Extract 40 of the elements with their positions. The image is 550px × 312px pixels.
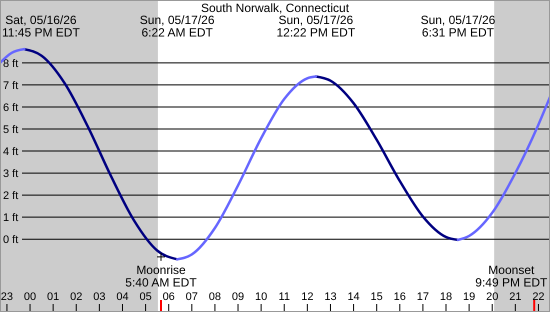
y-tick-label: 1 ft [3, 212, 18, 224]
y-tick-label: 7 ft [3, 80, 18, 92]
annotation: Sun, 05/17/26 6:22 AM EDT [140, 13, 215, 40]
x-tick-label: 20 [486, 291, 498, 303]
x-tick-label: 08 [208, 291, 222, 303]
x-tick-label: 18 [440, 291, 452, 303]
x-tick-label: 12 [301, 291, 314, 303]
x-tick-label: 01 [47, 291, 60, 303]
annotation: Sun, 05/17/26 12:22 PM EDT [276, 13, 356, 40]
x-tick-label: 02 [70, 291, 82, 303]
x-tick-label: 22 [532, 291, 545, 303]
y-tick-label: 0 ft [3, 234, 18, 246]
x-tick-label: 16 [394, 291, 406, 303]
annotation: Sun, 05/17/26 6:31 PM EDT [420, 13, 496, 40]
x-tick-label: 05 [139, 291, 152, 303]
y-tick-label: 4 ft [3, 146, 18, 158]
chart-title: South Norwalk, Connecticut [200, 1, 350, 15]
annotation: Moonrise 5:40 AM EDT [125, 263, 198, 290]
x-tick-label: 19 [462, 291, 476, 303]
x-tick-label: 14 [347, 291, 360, 303]
x-tick-label: 15 [370, 291, 383, 303]
x-tick-label: 13 [324, 291, 337, 303]
x-tick-label: 21 [509, 291, 522, 303]
y-tick-label: 3 ft [3, 168, 18, 180]
annotation: Moonset 9:49 PM EDT [475, 263, 548, 290]
x-tick-label: 00 [24, 291, 36, 303]
y-tick-label: 2 ft [3, 190, 18, 202]
x-tick-label: 17 [416, 291, 430, 303]
x-tick-label: 09 [232, 291, 244, 303]
y-tick-label: 6 ft [3, 102, 18, 114]
x-tick-label: 23 [0, 291, 14, 303]
y-tick-label: 8 ft [3, 58, 18, 70]
x-tick-label: 11 [278, 291, 290, 303]
x-tick-label: 10 [255, 291, 268, 303]
y-tick-label: 5 ft [3, 124, 18, 136]
annotation: Sat, 05/16/26 11:45 PM EDT [2, 13, 80, 40]
x-tick-label: 07 [186, 291, 198, 303]
x-tick-label: 03 [93, 291, 106, 303]
x-tick-label: 04 [116, 291, 129, 303]
x-tick-label: 06 [162, 291, 175, 303]
